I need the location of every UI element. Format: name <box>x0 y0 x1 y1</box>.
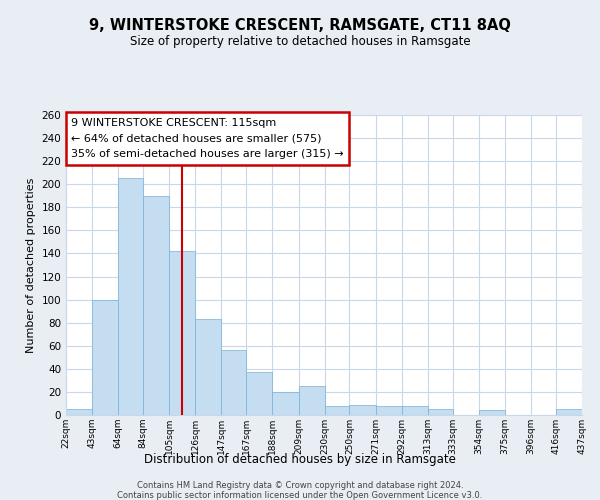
Bar <box>118 178 143 415</box>
Bar <box>325 406 349 415</box>
Bar <box>246 372 272 415</box>
Bar <box>402 406 428 415</box>
Text: 9 WINTERSTOKE CRESCENT: 115sqm
← 64% of detached houses are smaller (575)
35% of: 9 WINTERSTOKE CRESCENT: 115sqm ← 64% of … <box>71 118 344 159</box>
Bar <box>299 386 325 415</box>
Bar <box>376 406 402 415</box>
Bar <box>169 251 196 415</box>
Text: Distribution of detached houses by size in Ramsgate: Distribution of detached houses by size … <box>144 452 456 466</box>
Bar <box>143 196 169 415</box>
Bar <box>196 319 221 415</box>
Bar <box>272 392 299 415</box>
Bar <box>428 409 452 415</box>
Y-axis label: Number of detached properties: Number of detached properties <box>26 178 36 352</box>
Bar <box>479 410 505 415</box>
Text: Contains HM Land Registry data © Crown copyright and database right 2024.: Contains HM Land Registry data © Crown c… <box>137 481 463 490</box>
Bar <box>556 409 582 415</box>
Bar <box>92 300 118 415</box>
Text: Size of property relative to detached houses in Ramsgate: Size of property relative to detached ho… <box>130 35 470 48</box>
Text: Contains public sector information licensed under the Open Government Licence v3: Contains public sector information licen… <box>118 491 482 500</box>
Bar <box>349 404 376 415</box>
Bar <box>66 409 92 415</box>
Text: 9, WINTERSTOKE CRESCENT, RAMSGATE, CT11 8AQ: 9, WINTERSTOKE CRESCENT, RAMSGATE, CT11 … <box>89 18 511 32</box>
Bar <box>221 350 246 415</box>
